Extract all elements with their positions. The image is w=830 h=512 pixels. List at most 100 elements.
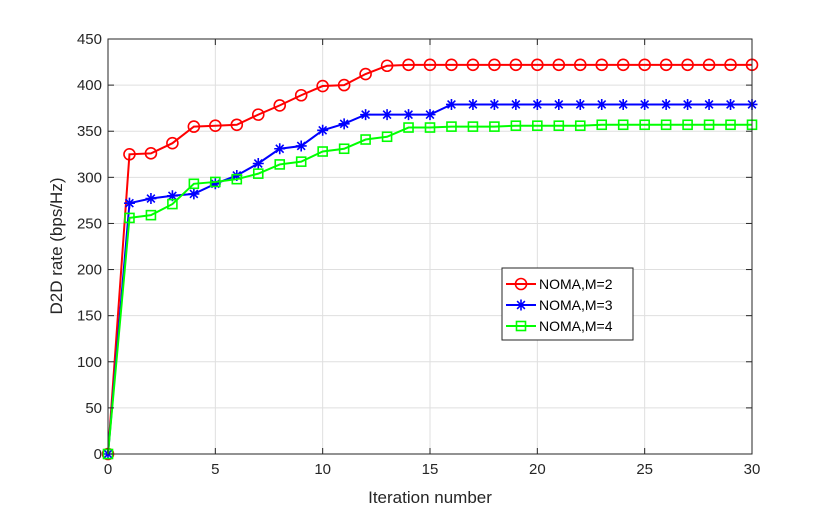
data-point-noma-m-3 xyxy=(338,118,350,130)
data-point-noma-m-3 xyxy=(510,98,522,110)
y-tick-label: 450 xyxy=(77,31,102,48)
y-tick-label: 0 xyxy=(94,446,102,463)
data-point-noma-m-4 xyxy=(231,173,243,185)
data-point-noma-m-4 xyxy=(660,119,672,131)
data-point-noma-m-3 xyxy=(252,158,264,169)
x-tick-label: 0 xyxy=(104,461,112,478)
data-point-noma-m-2 xyxy=(144,147,158,160)
x-tick-label: 5 xyxy=(211,461,219,478)
data-point-noma-m-3 xyxy=(188,188,200,200)
data-point-noma-m-4 xyxy=(467,121,479,132)
data-point-noma-m-3 xyxy=(123,197,135,209)
data-point-noma-m-4 xyxy=(446,121,457,132)
data-point-noma-m-2 xyxy=(488,58,501,72)
data-point-noma-m-2 xyxy=(724,58,737,72)
data-point-noma-m-4 xyxy=(682,119,693,131)
series-layer xyxy=(101,58,759,461)
data-point-noma-m-4 xyxy=(489,121,500,132)
data-point-noma-m-2 xyxy=(659,58,673,72)
data-point-noma-m-2 xyxy=(552,58,566,72)
data-point-noma-m-3 xyxy=(703,98,715,110)
y-tick-label: 150 xyxy=(77,308,102,325)
data-point-noma-m-4 xyxy=(703,119,715,131)
series-line-noma-m-2 xyxy=(107,63,752,455)
data-point-noma-m-3 xyxy=(381,109,393,121)
legend-label: NOMA,M=4 xyxy=(539,318,613,334)
legend: NOMA,M=2 NOMA,M=3 NOMA,M=4 xyxy=(501,267,634,341)
x-tick-label: 10 xyxy=(314,461,331,478)
legend-marker xyxy=(514,277,528,291)
data-point-noma-m-4 xyxy=(317,146,328,157)
y-tick-label: 350 xyxy=(77,123,102,140)
data-point-noma-m-4 xyxy=(639,119,650,131)
data-point-noma-m-4 xyxy=(596,119,608,131)
y-axis-label: D2D rate (bps/Hz) xyxy=(47,178,66,315)
data-point-noma-m-2 xyxy=(509,58,523,72)
legend-marker xyxy=(515,320,527,332)
series-line-noma-m-4 xyxy=(107,123,752,455)
data-point-noma-m-2 xyxy=(359,67,372,81)
data-point-noma-m-4 xyxy=(725,119,736,131)
data-point-noma-m-3 xyxy=(403,109,415,121)
data-point-noma-m-3 xyxy=(660,98,672,110)
data-point-noma-m-4 xyxy=(188,178,200,190)
data-point-noma-m-3 xyxy=(274,143,286,155)
data-point-noma-m-4 xyxy=(553,120,565,131)
data-point-noma-m-3 xyxy=(553,98,565,110)
data-point-noma-m-2 xyxy=(166,136,179,150)
data-point-noma-m-3 xyxy=(317,124,329,136)
x-tick-label: 15 xyxy=(422,461,439,478)
x-tick-label: 25 xyxy=(636,461,653,478)
data-point-noma-m-2 xyxy=(294,88,308,102)
data-point-noma-m-2 xyxy=(209,119,222,132)
y-tick-label: 50 xyxy=(85,400,102,417)
data-point-noma-m-4 xyxy=(145,209,157,221)
data-point-noma-m-3 xyxy=(360,109,372,121)
data-point-noma-m-4 xyxy=(574,120,586,131)
data-point-noma-m-3 xyxy=(145,193,157,205)
data-point-noma-m-4 xyxy=(295,156,307,167)
data-point-noma-m-4 xyxy=(274,159,286,170)
data-point-noma-m-3 xyxy=(639,98,651,110)
y-tick-label: 200 xyxy=(77,262,102,279)
data-point-noma-m-4 xyxy=(510,120,522,131)
data-point-noma-m-2 xyxy=(273,99,287,112)
data-point-noma-m-3 xyxy=(531,98,543,110)
data-point-noma-m-4 xyxy=(210,176,221,188)
x-axis-label: Iteration number xyxy=(368,488,492,507)
data-point-noma-m-2 xyxy=(402,58,415,72)
legend-entry: NOMA,M=3 xyxy=(506,297,613,313)
x-tick-label: 20 xyxy=(529,461,546,478)
data-point-noma-m-2 xyxy=(638,58,651,72)
data-point-noma-m-2 xyxy=(531,58,544,72)
data-point-noma-m-4 xyxy=(124,212,135,224)
data-point-noma-m-2 xyxy=(337,78,351,92)
data-point-noma-m-3 xyxy=(295,140,307,152)
data-point-noma-m-2 xyxy=(445,58,458,72)
data-point-noma-m-4 xyxy=(338,143,350,155)
data-point-noma-m-3 xyxy=(725,98,737,110)
data-point-noma-m-2 xyxy=(595,58,609,72)
data-point-noma-m-3 xyxy=(231,169,243,181)
data-point-noma-m-4 xyxy=(617,119,629,131)
data-point-noma-m-3 xyxy=(424,109,436,121)
data-point-noma-m-2 xyxy=(616,58,630,72)
data-point-noma-m-3 xyxy=(488,98,500,110)
data-point-noma-m-3 xyxy=(617,98,629,110)
data-point-noma-m-2 xyxy=(466,58,480,72)
data-point-noma-m-2 xyxy=(573,58,587,72)
legend-label: NOMA,M=2 xyxy=(539,276,613,292)
data-point-noma-m-3 xyxy=(209,178,221,190)
data-point-noma-m-3 xyxy=(166,190,178,202)
series-noma-m-4 xyxy=(102,119,758,460)
x-tick-label: 30 xyxy=(744,461,761,478)
data-point-noma-m-3 xyxy=(467,98,479,110)
legend-entry: NOMA,M=2 xyxy=(506,276,613,292)
data-point-noma-m-3 xyxy=(682,98,694,110)
y-tick-label: 400 xyxy=(77,77,102,94)
data-point-noma-m-4 xyxy=(167,198,178,210)
data-point-noma-m-2 xyxy=(681,58,694,72)
data-point-noma-m-2 xyxy=(230,118,244,132)
